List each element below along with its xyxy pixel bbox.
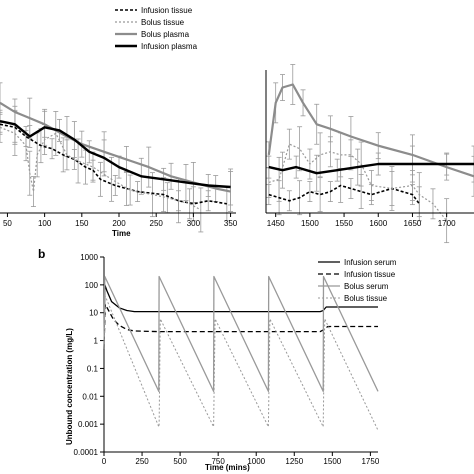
panel-b-x-axis-title: Time (mins) <box>205 463 250 472</box>
panel-b-x-tick-label: 1750 <box>361 457 379 466</box>
panel-b-y-tick-label: 0.001 <box>78 420 99 429</box>
panel-a-right-x-tick-label: 1550 <box>335 219 353 228</box>
panel-b-y-axis-title: Unbound concentration (mg/L) <box>65 328 74 445</box>
panel-b-legend-label-infusion-tissue: Infusion tissue <box>344 270 396 279</box>
panel-b-y-tick-label: 10 <box>89 309 98 318</box>
panel-a-series-infusion-tissue-left <box>0 123 227 205</box>
panel-a-series-infusion-plasma-right <box>268 162 474 175</box>
panel-a-series-infusion-tissue-right <box>268 184 420 205</box>
panel-a-left-x-tick-label: 350 <box>224 219 238 228</box>
panel-b-legend-label-bolus-serum: Bolus serum <box>344 282 389 291</box>
panel-a-series-infusion-plasma-left <box>0 120 231 189</box>
panel-a-right-x-tick-label: 1500 <box>301 219 319 228</box>
panel-a-right-x-tick-label: 1600 <box>369 219 387 228</box>
panel-a-x-axis-title: Time <box>112 229 131 238</box>
panel-a-legend-label-bolus-tissue: Bolus tissue <box>141 18 185 27</box>
panel-a-series-bolus-tissue-left <box>0 126 202 211</box>
panel-b-x-tick-label: 250 <box>135 457 149 466</box>
panel-b-y-tick-label: 100 <box>85 281 99 290</box>
panel-b-legend-label-infusion-serum: Infusion serum <box>344 258 397 267</box>
panel-a-left-x-tick-label: 150 <box>75 219 89 228</box>
panel-b-series-bolus-serum <box>103 275 379 393</box>
panel-a-right-x-tick-label: 1650 <box>404 219 422 228</box>
panel-a-right-x-tick-label: 1450 <box>267 219 285 228</box>
panel-a-series-bolus-plasma-right <box>267 83 474 178</box>
panel-b-x-tick-label: 1500 <box>323 457 341 466</box>
panel-b-x-tick-label: 750 <box>211 457 225 466</box>
panel-a-series-bolus-tissue-right <box>268 143 448 222</box>
panel-b-x-tick-label: 1000 <box>247 457 265 466</box>
panel-b-series-infusion-serum <box>103 284 378 350</box>
panel-b-series-bolus-tissue <box>103 295 379 431</box>
panel-b-x-tick-label: 1250 <box>285 457 303 466</box>
panel-b-y-tick-label: 0.0001 <box>74 448 99 457</box>
panel-a-left-x-tick-label: 300 <box>187 219 201 228</box>
panel-b-y-tick-label: 1 <box>94 337 99 346</box>
panel-b-legend: Infusion serum Infusion tissue Bolus serum… <box>318 258 397 303</box>
panel-b-y-tick-label: 0.01 <box>82 392 98 401</box>
panel-a-legend-label-bolus-plasma: Bolus plasma <box>141 30 190 39</box>
panel-b-legend-label-bolus-tissue: Bolus tissue <box>344 294 388 303</box>
panel-b-x-tick-label: 500 <box>173 457 187 466</box>
panel-b-x-tick-label: 0 <box>102 457 107 466</box>
panel-b-y-tick-label: 1000 <box>80 253 98 262</box>
panel-a-right-x-tick-label: 1700 <box>438 219 456 228</box>
panel-a-legend-label-infusion-tissue: Infusion tissue <box>141 6 193 15</box>
panel-a-left-x-tick-label: 250 <box>150 219 164 228</box>
panel-b-y-tick-label: 0.1 <box>87 364 99 373</box>
panel-a-legend-label-infusion-plasma: Infusion plasma <box>141 42 198 51</box>
panel-b-letter: b <box>38 247 45 261</box>
panel-a-left-x-tick-label: 100 <box>38 219 52 228</box>
panel-a: 50 100 150 200 250 300 350 1450 1500 1550 1600 1650… <box>0 6 474 244</box>
panel-a-legend: Infusion tissue Bolus tissue Bolus plasma I… <box>115 6 198 51</box>
panel-b-series-infusion-tissue <box>103 303 378 350</box>
panel-a-left-x-tick-label: 50 <box>3 219 12 228</box>
panel-a-left-x-tick-label: 200 <box>112 219 126 228</box>
